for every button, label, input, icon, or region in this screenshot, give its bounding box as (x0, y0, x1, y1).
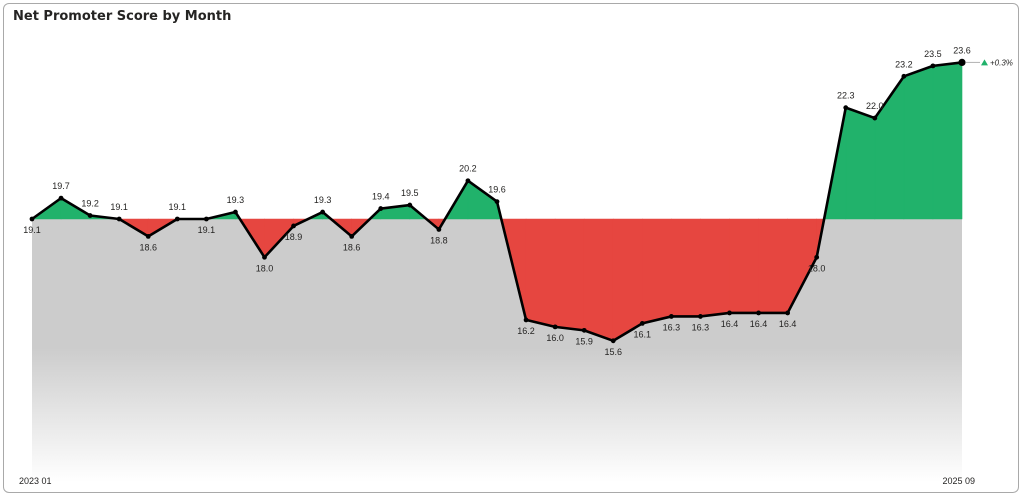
data-label: 23.2 (895, 59, 913, 69)
data-label: 16.4 (750, 319, 768, 329)
data-point[interactable] (843, 105, 849, 111)
above-baseline-area (903, 65, 934, 220)
data-point[interactable] (552, 324, 558, 330)
data-point[interactable] (494, 199, 500, 205)
below-baseline-area (583, 218, 614, 342)
data-point[interactable] (523, 317, 529, 323)
data-point[interactable] (145, 234, 151, 239)
data-point[interactable] (756, 310, 761, 316)
below-fill-area (32, 62, 962, 483)
data-point[interactable] (291, 223, 296, 229)
data-point[interactable] (727, 310, 732, 316)
data-label: 20.2 (459, 164, 477, 174)
below-baseline-area (554, 218, 585, 331)
up-triangle-icon (981, 59, 988, 66)
data-label: 16.2 (517, 326, 535, 336)
data-point[interactable] (87, 213, 93, 218)
data-point[interactable] (814, 254, 820, 260)
below-baseline-area (671, 218, 701, 317)
data-label: 19.3 (314, 195, 332, 205)
data-point[interactable] (29, 216, 35, 222)
below-baseline-area (758, 218, 788, 314)
data-label: 19.4 (372, 192, 390, 202)
data-label: 19.3 (227, 195, 245, 205)
data-point[interactable] (436, 227, 442, 232)
above-baseline-area (932, 62, 963, 220)
data-point[interactable] (407, 202, 413, 208)
data-point[interactable] (320, 209, 326, 215)
data-point[interactable] (668, 314, 674, 319)
data-point[interactable] (872, 115, 878, 121)
data-point[interactable] (958, 58, 966, 66)
below-baseline-area (642, 218, 672, 324)
data-label: 16.4 (779, 319, 797, 329)
data-point[interactable] (349, 234, 355, 239)
data-label: 23.5 (924, 49, 942, 59)
above-baseline-area (845, 107, 876, 220)
data-label: 19.6 (488, 185, 506, 195)
data-label: 18.0 (808, 263, 826, 273)
data-point[interactable] (785, 310, 791, 316)
data-point[interactable] (639, 321, 645, 326)
data-point[interactable] (262, 254, 267, 260)
data-label: 18.6 (139, 242, 157, 252)
data-label: 19.1 (23, 225, 41, 235)
last-change-annotation: +0.3% (966, 58, 1013, 67)
data-points (29, 58, 966, 344)
data-label: 22.3 (837, 91, 855, 101)
data-label: 18.0 (256, 263, 274, 273)
data-label: 18.6 (343, 242, 361, 252)
data-point[interactable] (58, 195, 64, 201)
data-label: 19.7 (52, 181, 70, 191)
data-label: 16.3 (692, 322, 710, 332)
below-baseline-area (525, 218, 556, 328)
x-axis: 2023 01 2025 09 (19, 476, 975, 486)
x-tick-label: 2025 09 (942, 476, 975, 486)
data-point[interactable] (465, 178, 471, 184)
data-point[interactable] (610, 338, 616, 344)
data-point[interactable] (378, 206, 384, 211)
data-label: 18.9 (285, 232, 303, 242)
data-label: 16.3 (663, 322, 681, 332)
data-point[interactable] (581, 327, 587, 333)
data-label: 16.1 (634, 329, 652, 339)
chart-title: Net Promoter Score by Month (13, 9, 232, 24)
data-label: 23.6 (953, 45, 971, 55)
below-baseline-area (700, 218, 730, 317)
data-label: 16.4 (721, 319, 739, 329)
data-point[interactable] (698, 314, 703, 319)
data-labels: 19.1 19.7 19.2 19.1 18.6 19.1 19.1 19.3 18.0 18.9… (23, 45, 971, 356)
below-baseline-area (612, 218, 643, 342)
data-label: 22.0 (866, 101, 884, 111)
data-point[interactable] (901, 73, 907, 79)
data-label: 19.2 (81, 199, 99, 209)
data-point[interactable] (174, 216, 180, 222)
data-label: 19.1 (169, 202, 187, 212)
data-label: 15.6 (604, 347, 622, 357)
x-tick-label: 2023 01 (19, 476, 52, 486)
data-point[interactable] (930, 63, 936, 69)
data-point[interactable] (116, 216, 122, 222)
data-label: 18.8 (430, 235, 448, 245)
below-baseline-area (729, 218, 759, 314)
data-label: 19.1 (198, 225, 216, 235)
data-label: 19.5 (401, 188, 419, 198)
gray-area (32, 62, 962, 483)
data-label: 16.0 (546, 333, 564, 343)
data-point[interactable] (203, 216, 209, 222)
last-change-label: +0.3% (990, 58, 1013, 67)
data-point[interactable] (233, 209, 238, 215)
data-label: 19.1 (110, 202, 128, 212)
data-label: 15.9 (575, 336, 593, 346)
